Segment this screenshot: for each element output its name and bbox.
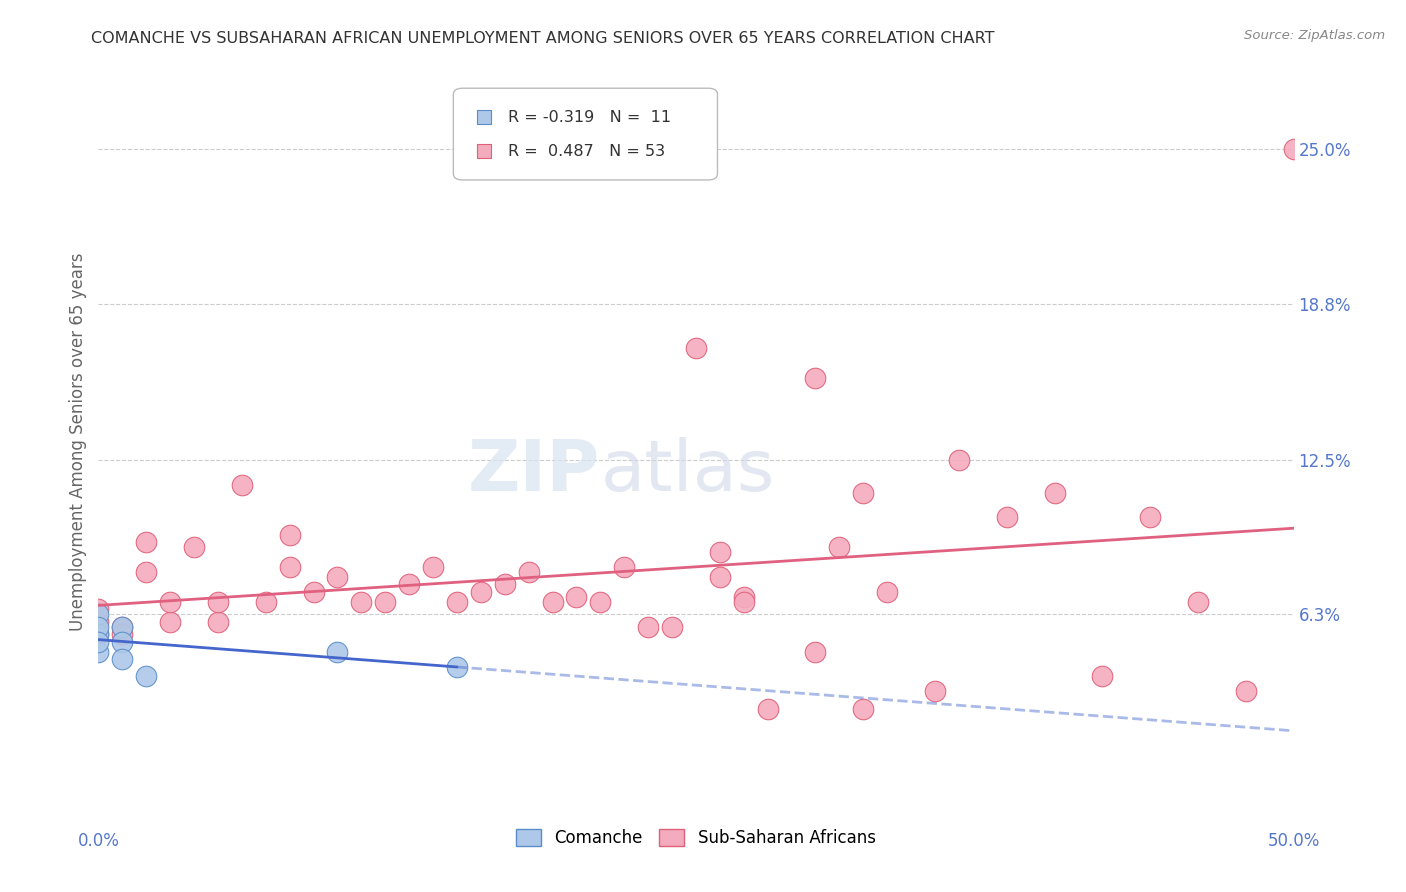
- Point: [159, 615, 181, 629]
- Point: [1282, 143, 1305, 157]
- Point: [87, 627, 110, 641]
- Point: [852, 485, 875, 500]
- Point: [733, 595, 755, 609]
- Point: [661, 620, 683, 634]
- Point: [111, 634, 134, 648]
- Text: ZIP: ZIP: [468, 437, 600, 507]
- Point: [87, 602, 110, 616]
- Point: [87, 615, 110, 629]
- Point: [852, 702, 875, 716]
- Point: [326, 570, 349, 584]
- Point: [804, 371, 827, 385]
- Text: R = -0.319   N =  11: R = -0.319 N = 11: [509, 110, 672, 125]
- Point: [350, 595, 373, 609]
- Point: [756, 702, 779, 716]
- Point: [685, 341, 707, 355]
- Point: [302, 585, 325, 599]
- Text: atlas: atlas: [600, 437, 775, 507]
- Point: [1187, 595, 1209, 609]
- Point: [374, 595, 396, 609]
- Point: [709, 570, 731, 584]
- Point: [1139, 510, 1161, 524]
- Point: [278, 528, 301, 542]
- Point: [541, 595, 564, 609]
- Point: [87, 607, 110, 622]
- Point: [637, 620, 659, 634]
- Point: [111, 620, 134, 634]
- Point: [111, 627, 134, 641]
- Point: [135, 535, 157, 549]
- Point: [254, 595, 277, 609]
- Point: [709, 545, 731, 559]
- Point: [207, 615, 229, 629]
- Text: Source: ZipAtlas.com: Source: ZipAtlas.com: [1244, 29, 1385, 42]
- Legend: Comanche, Sub-Saharan Africans: Comanche, Sub-Saharan Africans: [509, 822, 883, 854]
- Point: [278, 560, 301, 574]
- Point: [1043, 485, 1066, 500]
- Point: [876, 585, 898, 599]
- Point: [613, 560, 636, 574]
- Point: [733, 590, 755, 604]
- Point: [828, 540, 851, 554]
- Point: [517, 565, 540, 579]
- Point: [804, 644, 827, 658]
- Point: [398, 577, 420, 591]
- Point: [87, 620, 110, 634]
- Point: [159, 595, 181, 609]
- Y-axis label: Unemployment Among Seniors over 65 years: Unemployment Among Seniors over 65 years: [69, 252, 87, 631]
- Point: [422, 560, 444, 574]
- FancyBboxPatch shape: [453, 88, 717, 180]
- Point: [231, 478, 253, 492]
- Point: [183, 540, 205, 554]
- Point: [494, 577, 516, 591]
- Point: [565, 590, 588, 604]
- Point: [995, 510, 1018, 524]
- Point: [589, 595, 612, 609]
- Point: [924, 684, 946, 698]
- Text: R =  0.487   N = 53: R = 0.487 N = 53: [509, 144, 665, 159]
- Point: [207, 595, 229, 609]
- Text: COMANCHE VS SUBSAHARAN AFRICAN UNEMPLOYMENT AMONG SENIORS OVER 65 YEARS CORRELAT: COMANCHE VS SUBSAHARAN AFRICAN UNEMPLOYM…: [91, 31, 995, 46]
- Point: [87, 644, 110, 658]
- Point: [326, 644, 349, 658]
- Point: [948, 453, 970, 467]
- Point: [1091, 669, 1114, 683]
- Point: [87, 627, 110, 641]
- Point: [470, 585, 492, 599]
- Point: [446, 659, 468, 673]
- Point: [111, 620, 134, 634]
- Point: [135, 565, 157, 579]
- Point: [111, 652, 134, 666]
- Point: [446, 595, 468, 609]
- Point: [1234, 684, 1257, 698]
- Point: [87, 634, 110, 648]
- Point: [135, 669, 157, 683]
